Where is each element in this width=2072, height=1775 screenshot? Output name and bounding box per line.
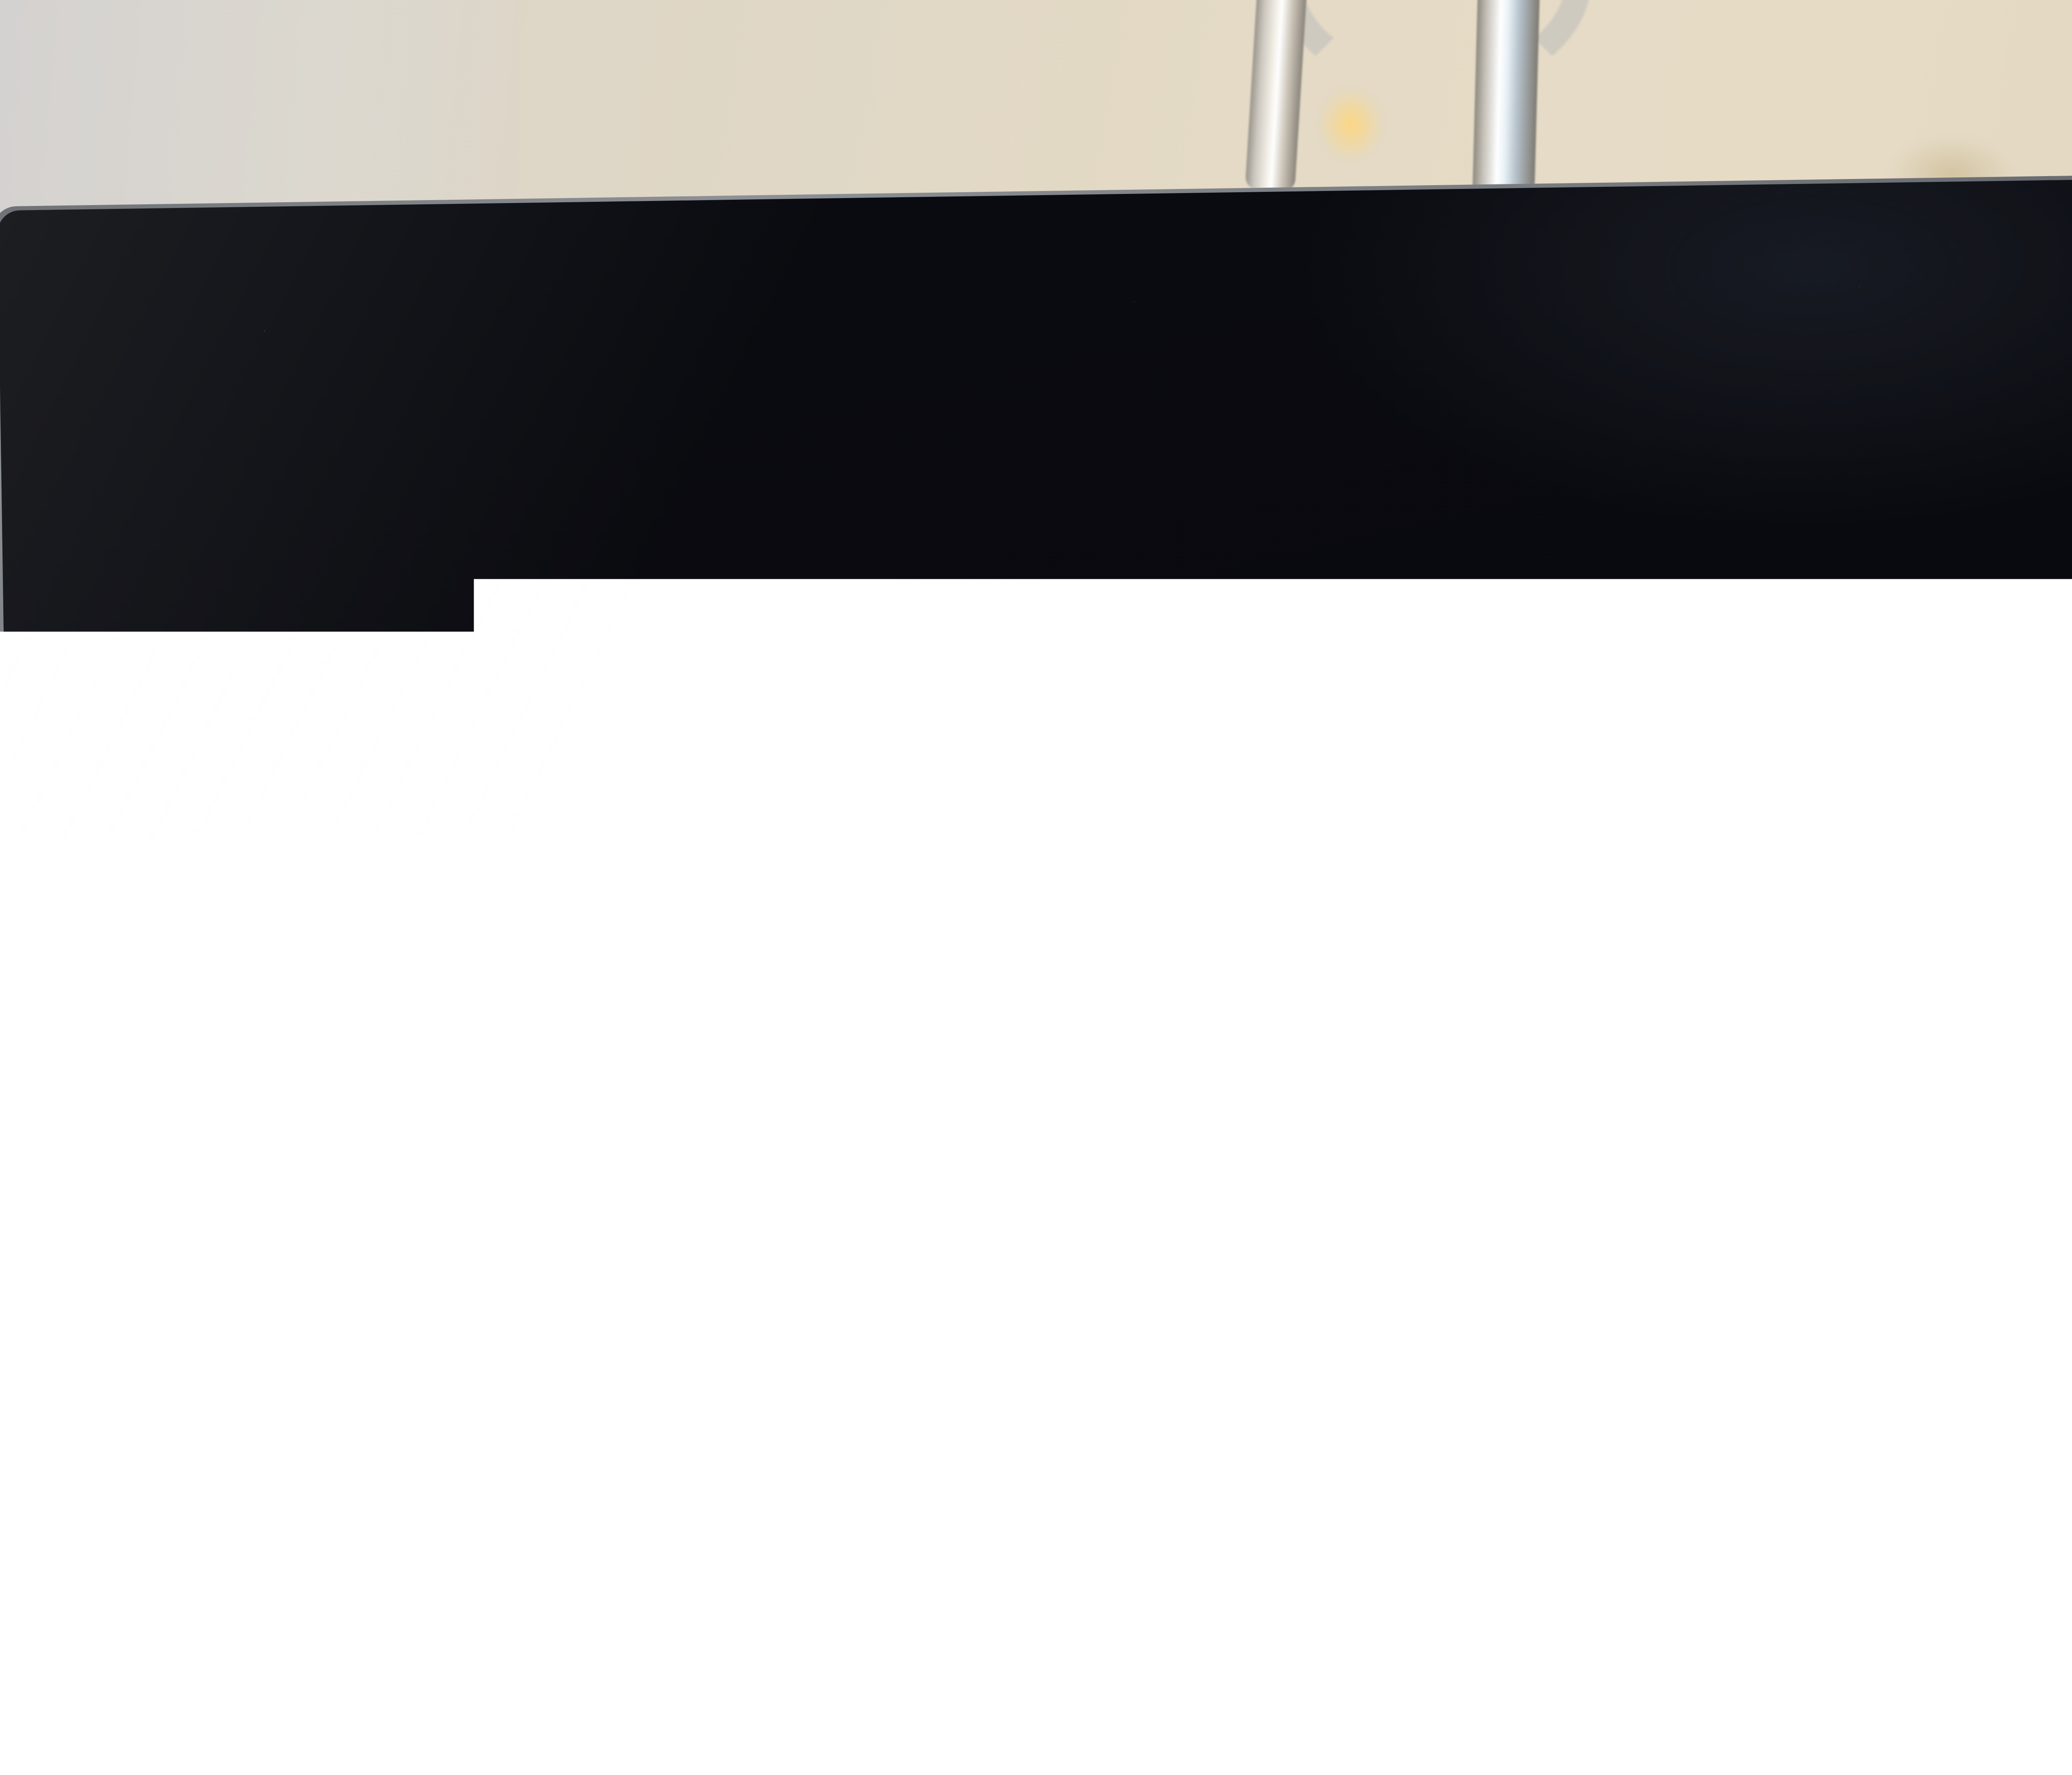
row-label: Ending balance <box>220 1206 818 1244</box>
photo-scene: Changes in Accumulated Other Comprehensi… <box>0 0 2072 1775</box>
row-value-foreign: 1,500 <box>1298 921 1764 972</box>
becker-logo: Becker <box>1977 394 2072 445</box>
subtotal-rule <box>1453 1148 1616 1154</box>
total-rule <box>1454 1229 1617 1235</box>
column-header-foreign: Foreign Currency Items <box>1295 768 1762 810</box>
statement-header: Brown and Associates Notes to Financial … <box>210 576 2072 779</box>
financial-statement-card: Brown and Associates Notes to Financial … <box>210 576 2072 1430</box>
row-value-foreign: 1,500 <box>1301 1094 1767 1145</box>
table-row: Other comprehensive income before reclas… <box>215 916 2072 989</box>
table-row: Ending balance $ 4,500 $ 5,500 <box>220 1184 2072 1244</box>
table-row: Amount reclassified from AOCI (500) -0- <box>217 1016 2072 1075</box>
row-value-foreign: -0- <box>1300 1022 1766 1057</box>
column-header-hedges: Gains/Losses on Hedges <box>811 775 1296 817</box>
subtotal-rule <box>976 1068 1140 1074</box>
row-value-hedges: $ 2,000 <box>813 847 1297 883</box>
row-label: Other comprehensive income before reclas… <box>215 936 814 989</box>
row-value-foreign: $ 4,000 <box>1297 840 1763 875</box>
presentation-slide: Changes in Accumulated Other Comprehensi… <box>95 327 2072 1498</box>
row-label: Amount reclassified from AOCI <box>217 1037 816 1075</box>
page-title: Changes in Accumulated Other Comprehensi… <box>207 408 1811 573</box>
chrome-arc-decor <box>1276 0 1591 95</box>
row-value-hedges: $ 4,500 <box>818 1197 1303 1234</box>
row-value-total: $ 6,000 <box>1762 835 2072 868</box>
status-badge-hedges: Gains/Losses on Hedges <box>909 776 1199 816</box>
row-value-total: (500) <box>1765 1016 2072 1050</box>
row-value-hedges: 3,000 <box>814 929 1299 980</box>
row-value-total: $ 10,000 <box>1768 1184 2072 1217</box>
row-value-total: 4,000 <box>1767 1088 2072 1137</box>
subtotal-rule <box>978 1156 1142 1161</box>
status-badge-foreign: Foreign Currency Items <box>1392 769 1665 808</box>
table-row: Net current period other comprehensive i… <box>218 1088 2072 1163</box>
laptop: Changes in Accumulated Other Comprehensi… <box>0 156 2072 1717</box>
subtotal-rule <box>1855 1141 2018 1146</box>
column-header-components: Components <box>213 782 812 827</box>
subtotal-rule <box>1854 1053 2016 1059</box>
subtotal-rule <box>1452 1060 1615 1065</box>
table-row: Beginning balance $ 2,000 $ 4,000 $ 6,00… <box>214 835 2072 892</box>
row-label: Net current period other comprehensive i… <box>218 1110 817 1163</box>
row-value-hedges: (500) <box>815 1029 1300 1065</box>
laptop-bezel: Changes in Accumulated Other Comprehensi… <box>0 176 2072 1590</box>
lamp-glow <box>1318 87 1384 162</box>
total-rule <box>1856 1222 2019 1228</box>
column-header-total: Total <box>1761 763 2072 803</box>
becker-wordmark: Becker <box>1977 394 2072 445</box>
row-label: Beginning balance <box>214 855 813 892</box>
row-value-foreign: $ 5,500 <box>1302 1190 1768 1226</box>
chrome-arm-left <box>1245 0 1308 192</box>
laptop-screen[interactable]: Changes in Accumulated Other Comprehensi… <box>95 327 2072 1498</box>
row-value-hedges: 2,500 <box>816 1102 1301 1153</box>
row-value-total: 4,500 <box>1764 916 2072 965</box>
total-rule <box>979 1238 1143 1243</box>
